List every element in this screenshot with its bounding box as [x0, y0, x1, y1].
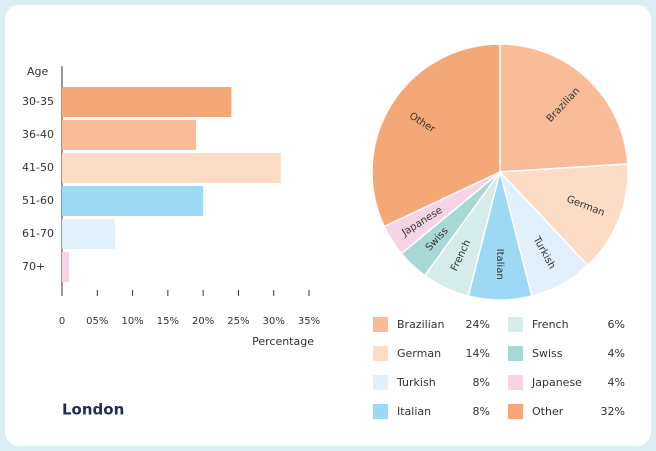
legend-label: Turkish [396, 376, 436, 389]
legend-label: French [532, 318, 569, 331]
x-tick-label: 05% [86, 316, 108, 327]
legend-swatch [373, 317, 388, 332]
legend-swatch [373, 404, 388, 419]
pie-slice [371, 43, 501, 228]
legend-swatch [508, 346, 523, 361]
legend-swatch [373, 346, 388, 361]
legend-value: 8% [473, 405, 490, 418]
card-title: London [62, 401, 124, 419]
x-axis-title: Percentage [252, 335, 314, 348]
slice-label: Italian [494, 249, 505, 280]
legend-value: 8% [473, 376, 490, 389]
legend-swatch [373, 375, 388, 390]
pie-slice [499, 43, 629, 173]
x-tick-label: 25% [227, 316, 249, 327]
x-tick-label: 35% [298, 316, 320, 327]
legend-value: 4% [608, 376, 625, 389]
legend-value: 24% [466, 318, 490, 331]
bar [62, 153, 281, 183]
x-tick-label: 30% [263, 316, 285, 327]
legend-swatch [508, 404, 523, 419]
x-tick-label: 15% [157, 316, 179, 327]
x-tick-label: 0 [59, 316, 65, 327]
x-tick-label: 10% [121, 316, 143, 327]
legend-value: 6% [608, 318, 625, 331]
bar [62, 120, 197, 150]
bar [62, 219, 115, 249]
legend-value: 32% [601, 405, 625, 418]
legend-value: 14% [466, 347, 490, 360]
legend-label: Other [532, 405, 564, 418]
legend-label: Japanese [531, 376, 582, 389]
y-tick-label: 36-40 [22, 128, 54, 141]
legend-label: Italian [397, 405, 431, 418]
bar [62, 87, 232, 117]
bar [62, 252, 70, 282]
y-axis-title: Age [27, 65, 49, 78]
legend-label: Brazilian [397, 318, 444, 331]
pie-slice [498, 163, 629, 267]
y-tick-label: 61-70 [22, 227, 54, 240]
y-tick-label: 41-50 [22, 161, 54, 174]
x-tick-label: 20% [192, 316, 214, 327]
legend-swatch [508, 375, 523, 390]
y-tick-label: 70+ [22, 260, 45, 273]
legend-swatch [508, 317, 523, 332]
legend-label: German [397, 347, 441, 360]
bar [62, 186, 204, 216]
y-tick-label: 30-35 [22, 95, 54, 108]
legend-label: Swiss [532, 347, 563, 360]
legend-value: 4% [608, 347, 625, 360]
y-tick-label: 51-60 [22, 194, 54, 207]
